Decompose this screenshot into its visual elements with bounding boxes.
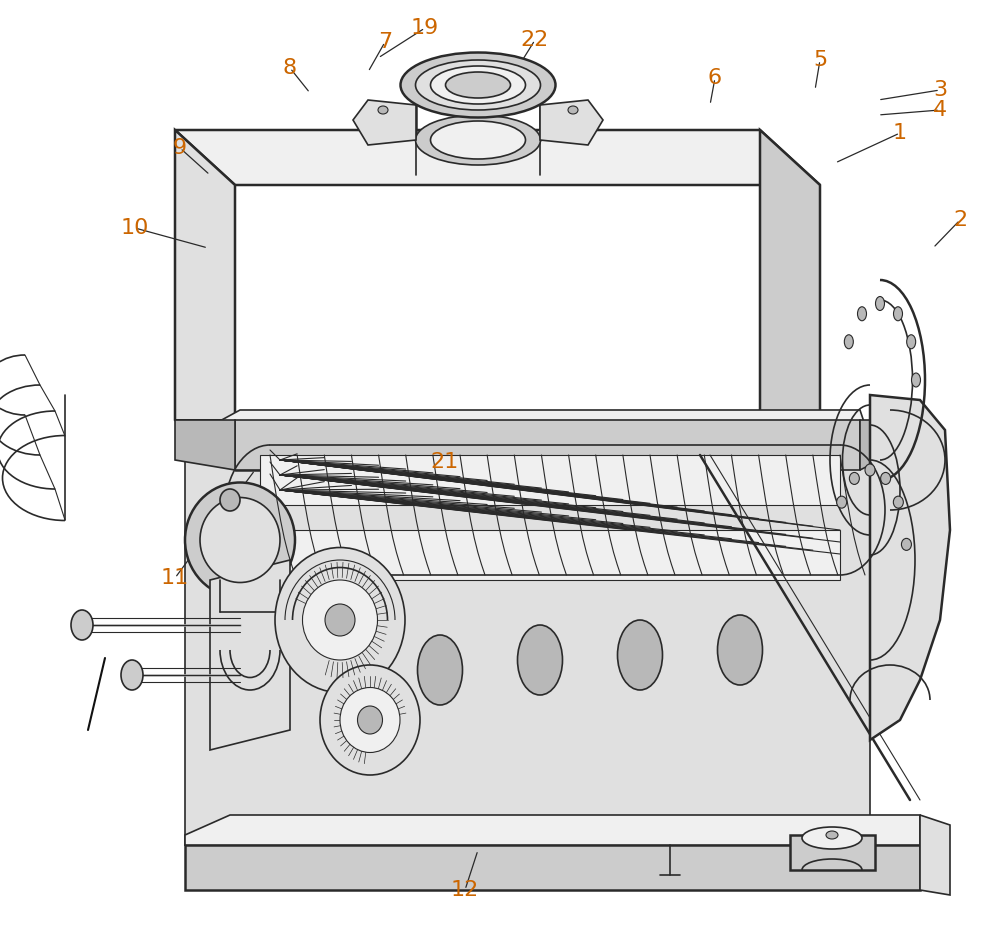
Ellipse shape [849,472,859,484]
Ellipse shape [320,665,420,775]
Polygon shape [185,410,870,440]
Ellipse shape [185,483,295,598]
Ellipse shape [325,604,355,636]
Ellipse shape [876,296,885,311]
Ellipse shape [837,496,847,508]
Polygon shape [175,130,235,470]
Ellipse shape [802,827,862,849]
Text: 9: 9 [173,138,187,158]
Polygon shape [860,420,870,470]
Ellipse shape [71,610,93,640]
Ellipse shape [858,307,866,321]
Text: 8: 8 [283,58,297,78]
Polygon shape [920,815,950,895]
Polygon shape [175,420,235,470]
Polygon shape [175,130,820,185]
Polygon shape [353,100,416,145]
Ellipse shape [200,498,280,582]
Ellipse shape [826,831,838,839]
Ellipse shape [430,66,526,104]
Polygon shape [235,420,860,470]
Ellipse shape [881,472,891,484]
Ellipse shape [340,688,400,752]
Polygon shape [185,815,920,845]
Ellipse shape [718,615,763,685]
Polygon shape [870,395,950,740]
Text: 6: 6 [708,68,722,88]
Text: 12: 12 [451,880,479,900]
Polygon shape [760,130,820,470]
Text: 5: 5 [813,50,827,70]
Ellipse shape [844,334,853,349]
Polygon shape [540,100,603,145]
Ellipse shape [416,60,540,110]
Ellipse shape [378,106,388,114]
Ellipse shape [901,539,911,550]
Polygon shape [260,530,840,580]
Ellipse shape [121,660,143,690]
Ellipse shape [400,52,556,118]
Ellipse shape [302,580,378,660]
Text: 7: 7 [378,32,392,52]
Text: 2: 2 [953,210,967,230]
Polygon shape [185,845,920,890]
Polygon shape [185,440,870,845]
Ellipse shape [418,635,462,705]
Polygon shape [175,420,820,470]
Ellipse shape [358,706,382,734]
Ellipse shape [618,620,662,690]
Ellipse shape [220,489,240,511]
Text: 3: 3 [933,80,947,100]
Ellipse shape [912,373,920,387]
Polygon shape [210,560,290,750]
Text: 19: 19 [411,18,439,38]
Text: 4: 4 [933,100,947,120]
Ellipse shape [907,334,916,349]
Polygon shape [790,835,875,870]
Ellipse shape [865,464,875,476]
Ellipse shape [446,72,511,98]
Text: 21: 21 [431,452,459,472]
Ellipse shape [430,121,526,159]
Ellipse shape [893,496,903,508]
Text: 11: 11 [161,568,189,588]
Ellipse shape [568,106,578,114]
Text: 22: 22 [521,30,549,50]
Polygon shape [260,455,840,505]
Ellipse shape [894,307,902,321]
Ellipse shape [275,547,405,693]
Ellipse shape [416,115,540,165]
Ellipse shape [518,625,562,695]
Text: 1: 1 [893,123,907,143]
Text: 10: 10 [121,218,149,238]
